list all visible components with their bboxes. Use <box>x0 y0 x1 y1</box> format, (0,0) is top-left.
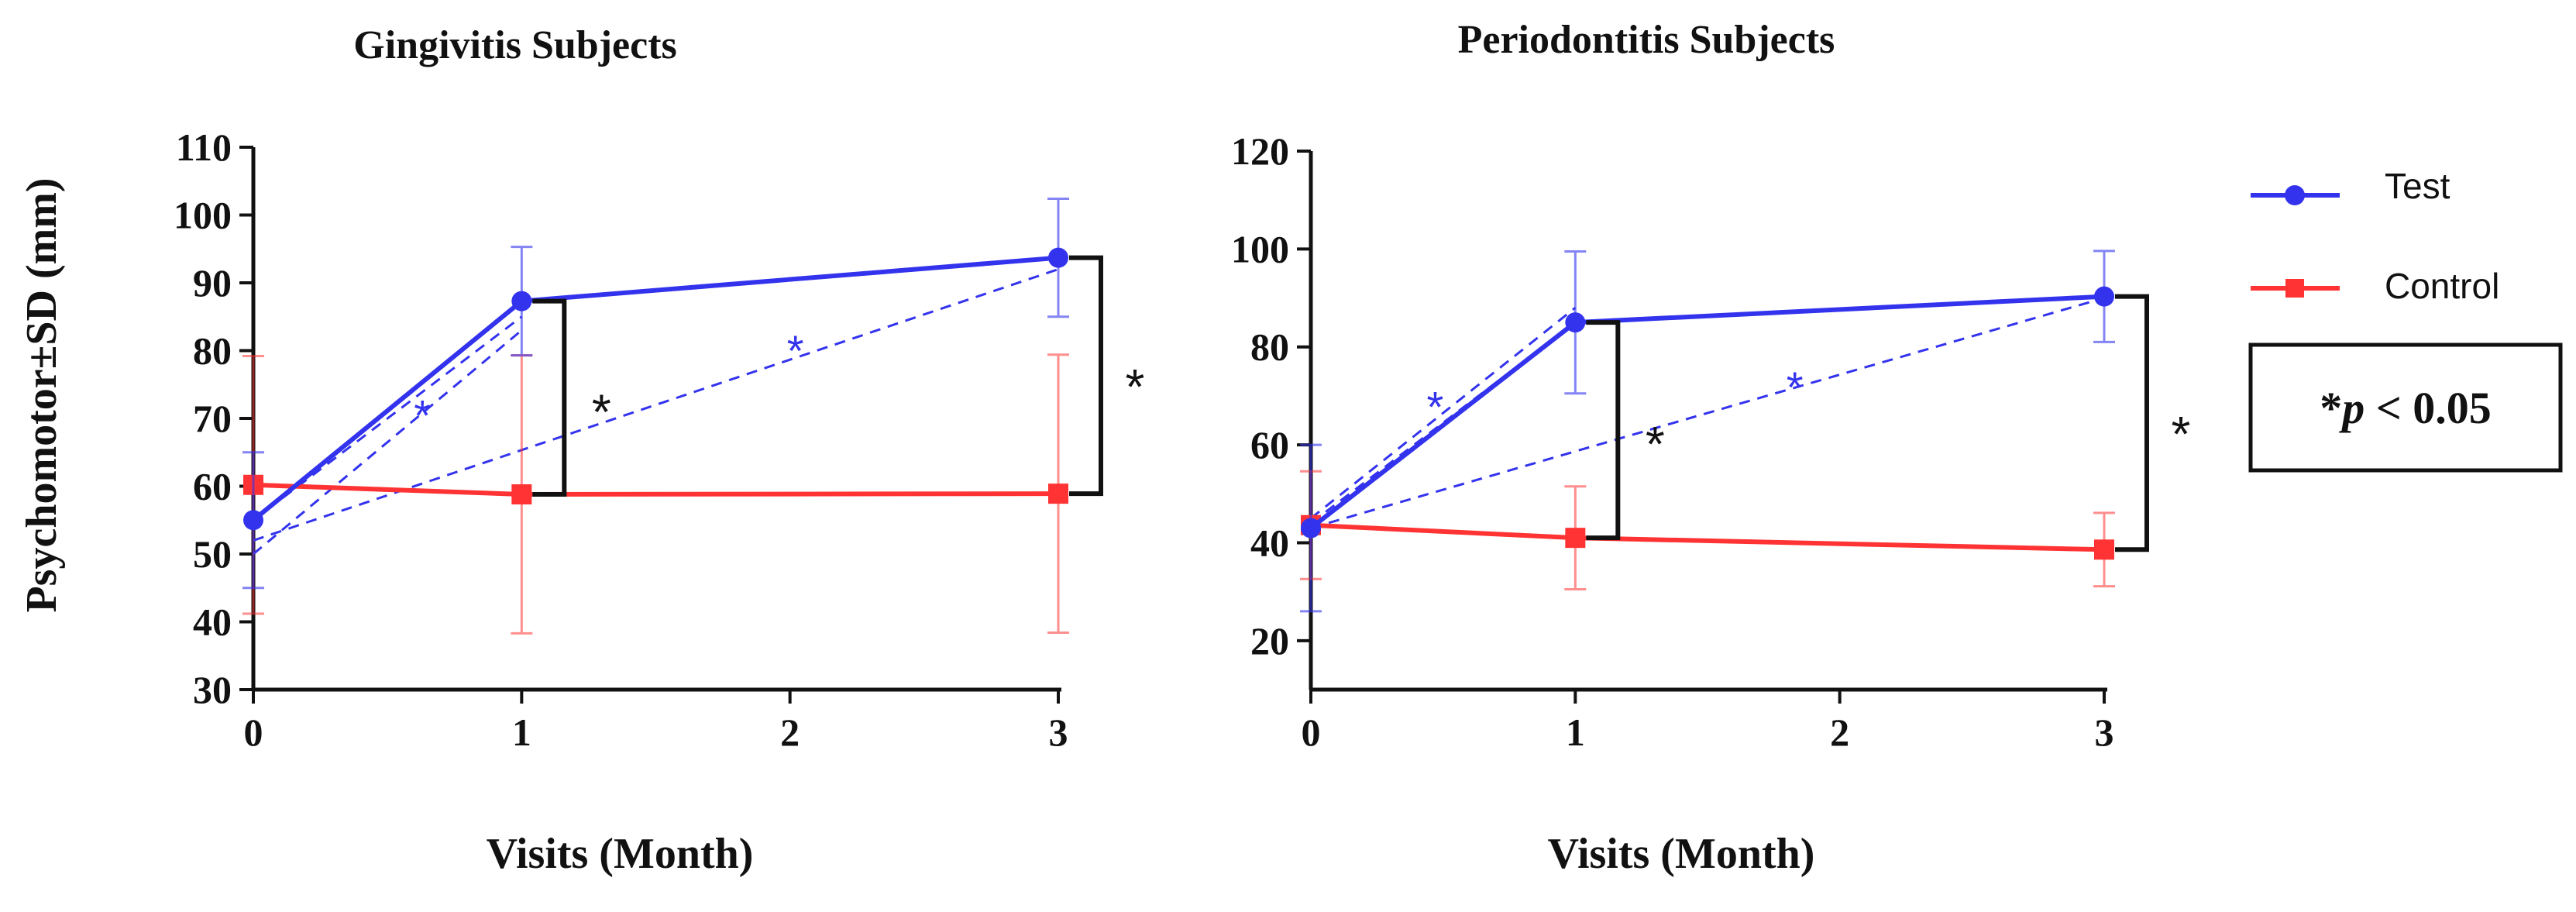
significance-box <box>2248 342 2563 473</box>
chart1-control-point <box>511 484 532 504</box>
chart2-test-point <box>1301 518 1321 539</box>
chart1-y-tick-label: 80 <box>193 329 232 373</box>
chart2-significance-bracket <box>2115 294 2149 552</box>
chart1-y-tick-label: 30 <box>193 668 232 711</box>
chart1-y-tick-label: 90 <box>193 261 232 305</box>
chart2-bracket-star: * <box>1646 416 1665 472</box>
legend-control-label: Control <box>2385 266 2499 306</box>
chart2-y-tick-label: 100 <box>1231 227 1289 270</box>
chart2-test-point <box>2094 286 2114 307</box>
chart1-bracket-star: * <box>1126 359 1145 415</box>
legend-test-marker <box>2285 185 2305 205</box>
chart2-bracket-star: * <box>2172 406 2191 462</box>
chart2-x-tick-label: 1 <box>1566 711 1585 754</box>
chart2-y-tick-label: 120 <box>1231 129 1289 173</box>
chart1-trend-star: * <box>787 326 804 375</box>
chart2-trend-star: * <box>1427 382 1444 431</box>
chart2-x-tick-label: 2 <box>1830 711 1849 754</box>
chart2-trend-line <box>1310 307 1577 520</box>
chart2-control-line <box>1310 522 2105 552</box>
chart2-test-point <box>1565 312 1586 333</box>
chart1-trend-line <box>253 329 523 556</box>
chart2-y-tick-label: 80 <box>1250 325 1289 369</box>
chart2-y-tick-label: 20 <box>1250 619 1289 662</box>
chart1-control-point <box>1048 484 1068 504</box>
legend-item-test: Test <box>2251 166 2450 206</box>
significance-note: *p < 0.05 <box>2320 383 2492 433</box>
chart1-bracket-star: * <box>592 384 611 439</box>
chart1-test-line <box>252 255 1059 522</box>
chart1-y-tick-label: 50 <box>193 532 232 576</box>
chart1-x-axis-label: Visits (Month) <box>487 830 754 878</box>
chart2-title: Periodontitis Subjects <box>1458 18 1835 62</box>
chart1-trend-star: * <box>414 391 431 439</box>
chart1-plot: 30 40 50 60 70 80 90 100 110 0 1 2 3 * * * * <box>174 126 1144 754</box>
chart1-trend-line <box>253 268 1059 542</box>
chart1-x-tick-label: 0 <box>244 711 263 754</box>
chart1-significance-bracket <box>532 298 567 497</box>
chart1-y-tick-label: 40 <box>193 601 232 644</box>
chart1-control-line <box>253 482 1059 497</box>
legend-item-control: Control <box>2251 266 2499 306</box>
chart1-x-tick-label: 1 <box>512 711 531 754</box>
chart2-control-point <box>2094 539 2114 560</box>
chart1-x-tick-label: 2 <box>780 711 800 754</box>
legend-control-marker <box>2285 279 2304 298</box>
chart2-x-axis-label: Visits (Month) <box>1548 830 1815 878</box>
legend-test-label: Test <box>2385 166 2450 206</box>
chart2-significance-bracket <box>1586 320 1621 541</box>
chart2-plot: 20 40 60 80 100 120 0 1 2 3 * * * * <box>1231 129 2190 754</box>
chart1-test-point <box>1048 247 1068 268</box>
chart2-x-tick-label: 3 <box>2095 711 2114 754</box>
chart2-trend-star: * <box>1787 363 1804 411</box>
chart1-y-tick-label: 100 <box>174 194 232 237</box>
chart1-y-tick-label: 70 <box>193 397 232 440</box>
chart2-y-tick-label: 40 <box>1250 521 1289 564</box>
chart1-title: Gingivitis Subjects <box>353 23 677 67</box>
chart1-y-tick-label: 60 <box>193 465 232 508</box>
legend: Test Control *p < 0.05 <box>2248 166 2563 473</box>
chart1-y-axis-label: Psychomotor±SD (mm) <box>18 177 66 612</box>
chart2-trend-line <box>1310 297 2105 529</box>
chart1-x-tick-label: 3 <box>1049 711 1068 754</box>
chart2-y-tick-label: 60 <box>1250 423 1289 466</box>
chart2-control-point <box>1565 528 1586 549</box>
chart1-test-point <box>511 291 532 311</box>
chart1-significance-bracket <box>1069 255 1103 497</box>
chart2-x-tick-label: 0 <box>1302 711 1321 754</box>
chart1-test-point <box>243 510 263 531</box>
chart1-y-tick-label: 110 <box>176 126 232 169</box>
